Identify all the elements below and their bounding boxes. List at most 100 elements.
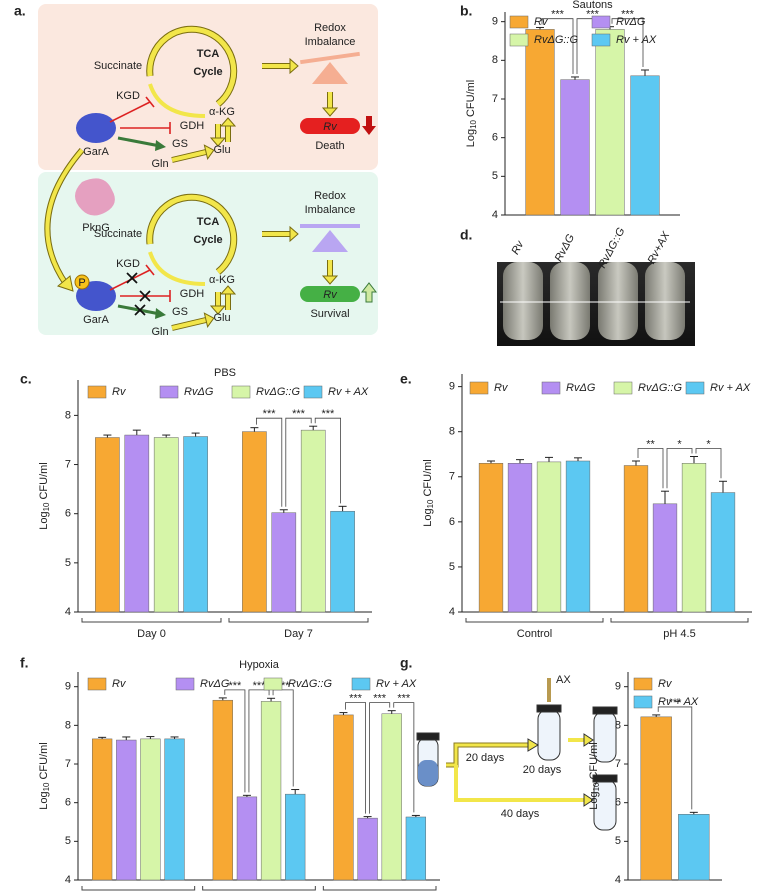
category-bracket — [81, 886, 196, 891]
legend-label: Rv + AX — [376, 678, 417, 690]
error-bar — [162, 434, 171, 438]
legend-swatch — [633, 677, 653, 691]
metabolite: α-KG — [209, 274, 235, 286]
x-tick-label: Control — [517, 628, 552, 640]
legend-label: RvΔG — [200, 678, 230, 690]
x-tick-label: Day 0 — [137, 628, 166, 640]
enzyme: GDH — [180, 288, 205, 300]
significance-bracket — [695, 448, 722, 479]
enzyme: GDH — [180, 120, 205, 132]
pkng — [75, 178, 115, 216]
y-axis-label: Log10 CFU/ml — [38, 462, 51, 530]
bar — [300, 429, 326, 613]
bar — [357, 817, 378, 881]
legend-swatch — [351, 677, 371, 691]
y-tick-label: 8 — [615, 719, 621, 731]
bar — [236, 796, 258, 881]
y-label-part: CFU/ml — [465, 80, 477, 117]
down-arrow — [362, 116, 376, 135]
bar — [405, 816, 427, 881]
bar — [681, 463, 707, 613]
seesaw-bar — [300, 224, 360, 228]
significance-bracket — [285, 417, 312, 507]
schematic — [416, 678, 618, 831]
error-bar — [641, 69, 649, 76]
error-bar — [267, 697, 276, 702]
error-bar — [98, 736, 107, 739]
significance-bracket — [272, 689, 294, 787]
error-bar — [516, 459, 524, 464]
bar — [271, 512, 297, 613]
significance-bracket — [393, 702, 415, 813]
y-tick-label: 8 — [65, 409, 71, 421]
legend-swatch — [303, 385, 323, 399]
tca-arrow — [147, 26, 237, 106]
legend-swatch — [87, 385, 107, 399]
y-axis-label: Log10 CFU/ml — [465, 80, 478, 148]
y-tick-label: 5 — [65, 835, 71, 847]
legend-label: RvΔG — [616, 16, 646, 28]
panel-label: a. — [14, 3, 26, 19]
panel-label: f. — [20, 655, 29, 671]
y-label-part: Log — [422, 508, 434, 526]
arrow-head — [289, 225, 299, 243]
significance-label: * — [677, 438, 682, 450]
error-bar — [146, 736, 155, 739]
y-tick-label: 5 — [492, 170, 498, 182]
seesaw-base — [312, 230, 348, 252]
y-tick-label: 9 — [65, 681, 71, 693]
bar — [652, 503, 678, 613]
drug-label: AX — [556, 674, 571, 686]
error-bar — [632, 460, 640, 466]
metabolite: Succinate — [94, 228, 142, 240]
y-label-sub: 10 — [592, 782, 601, 791]
arrow-head — [321, 275, 339, 285]
y-label-sub: 10 — [42, 502, 51, 511]
category-bracket — [322, 886, 437, 891]
error-bar — [571, 76, 579, 80]
y-tick-label: 6 — [492, 132, 498, 144]
significance-bracket — [369, 702, 391, 814]
arrow-head — [209, 305, 227, 315]
x-tick-label: pH 4.5 — [663, 628, 695, 640]
bar — [95, 437, 120, 613]
legend-label: RvΔG::G — [534, 34, 578, 46]
y-tick-label: 4 — [492, 209, 498, 221]
legend-swatch — [591, 15, 611, 29]
transition-arrow — [45, 148, 84, 286]
chart-title: Sautons — [572, 0, 613, 11]
error-bar — [170, 736, 179, 739]
enzyme: KGD — [116, 258, 140, 270]
bar — [381, 713, 402, 881]
legend-label: RvΔG::G — [638, 382, 682, 394]
y-label-sub: 10 — [42, 782, 51, 791]
cell — [300, 118, 360, 134]
error-bar — [132, 429, 141, 436]
legend-label: Rv + AX — [328, 386, 369, 398]
bar — [183, 436, 208, 613]
significance-bracket — [224, 689, 246, 793]
legend-label: Rv + AX — [658, 696, 699, 708]
arrow-head — [219, 285, 237, 295]
y-tick-label: 4 — [449, 606, 455, 618]
metabolite: α-KG — [209, 106, 235, 118]
error-bar — [122, 736, 131, 741]
error-bar — [191, 432, 200, 437]
outcome-label: Redox — [314, 190, 346, 202]
legend-label: Rv — [534, 16, 549, 28]
bar — [623, 465, 649, 613]
error-bar — [363, 816, 372, 819]
y-label-part: CFU/ml — [38, 462, 50, 499]
x-tick-label: Day 7 — [284, 628, 313, 640]
metabolite: Gln — [151, 326, 168, 338]
legend-label: RvΔG::G — [288, 678, 332, 690]
error-bar — [309, 425, 318, 431]
y-tick-label: 6 — [615, 797, 621, 809]
legend-label: RvΔG::G — [256, 386, 300, 398]
y-tick-label: 6 — [65, 797, 71, 809]
seesaw-bar — [300, 51, 360, 65]
protein: GarA — [83, 314, 109, 326]
significance-label: *** — [292, 408, 306, 420]
bar — [507, 463, 533, 613]
enzyme: GS — [172, 306, 188, 318]
